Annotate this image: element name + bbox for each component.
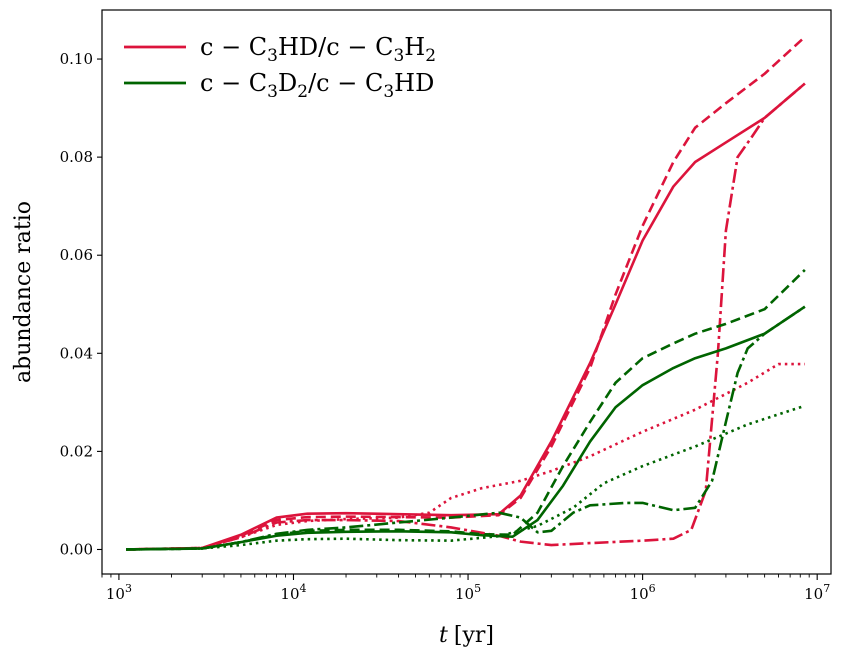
tick-layer: 0.00 0.02 0.04 0.06 0.08 0.10 103 104 105 106 107 [60,50,831,603]
legend-subscript: 3 [393,46,404,66]
x-tick-exponent: 3 [125,582,132,595]
series-line-crimson-dot [126,362,805,551]
series-line-green-dot [126,404,806,551]
x-tick-label: 106 [630,582,656,603]
legend-text-part: H [404,33,425,61]
x-tick-exponent: 4 [300,582,307,595]
series-line-crimson-solid [126,82,806,551]
series-line-crimson-dashdot [126,82,806,551]
y-tick-label: 0.04 [60,344,93,362]
legend-label-crimson: c − C3HD/c − C3H2 [200,33,436,66]
series-line-crimson-dash [126,36,806,551]
x-tick-exponent: 6 [649,582,656,595]
y-tick-label: 0.08 [60,148,93,166]
x-tick-label: 105 [455,582,481,603]
y-tick-label: 0.10 [60,50,93,68]
x-axis-label: t [yr] [439,623,494,648]
x-axis-unit: [yr] [454,623,494,648]
legend-subscript: 3 [267,46,278,66]
series-line-green-solid [126,305,806,551]
x-tick-exponent: 7 [823,582,830,595]
legend-subscript: 2 [425,46,436,66]
legend-text-part: c − C [200,69,267,97]
legend-text-part: HD/c − C [278,33,393,61]
x-axis-variable: t [439,623,448,648]
legend-subscript: 2 [297,82,308,102]
plot-frame [101,9,832,575]
series-layer [126,36,806,551]
x-tick-label: 104 [280,582,306,603]
legend-text-part: D [278,69,297,97]
y-tick-label: 0.06 [60,246,93,264]
legend-label-green: c − C3D2/c − C3HD [200,69,434,102]
legend-text-part: /c − C [308,69,383,97]
legend-text-part: HD [394,69,434,97]
y-axis-label: abundance ratio [11,201,36,383]
x-tick-label: 103 [106,582,132,603]
legend-subscript: 3 [267,82,278,102]
x-tick-label: 107 [804,582,830,603]
series-line-green-dashdot [126,305,806,551]
legend-subscript: 3 [383,82,394,102]
x-tick-exponent: 5 [474,582,481,595]
y-tick-label: 0.02 [60,442,93,460]
y-tick-label: 0.00 [60,540,93,558]
series-line-green-dash [126,268,806,551]
legend-text-part: c − C [200,33,267,61]
